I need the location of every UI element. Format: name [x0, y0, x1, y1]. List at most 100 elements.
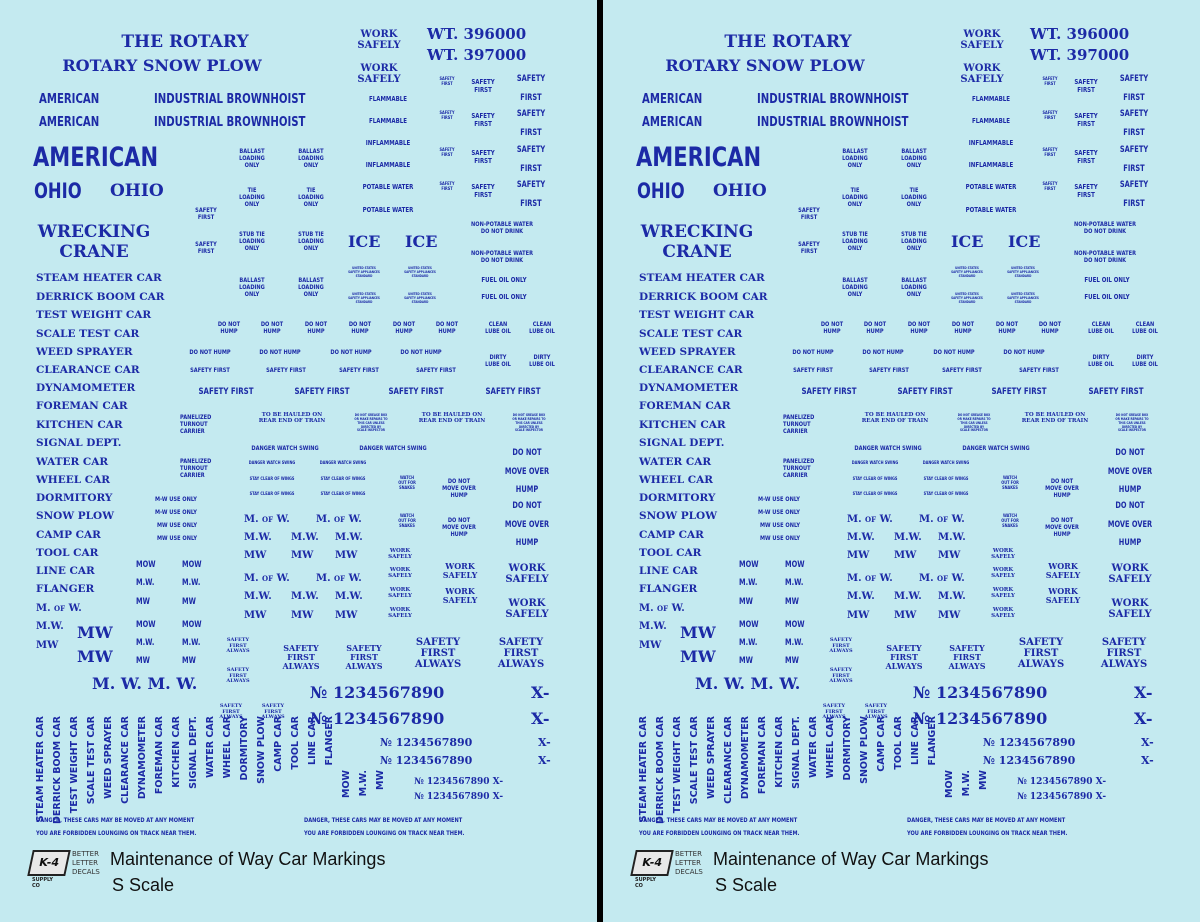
decal-marking: MOW [739, 560, 759, 570]
decal-marking: BALLAST LOADING ONLY [901, 276, 927, 299]
decal-marking: WATCH OUT FOR SNAKES [398, 476, 416, 491]
decal-marking: SAFETY FIRST [516, 145, 546, 174]
decal-marking: MW [639, 640, 662, 651]
decal-marking: DO NOT HUMP [259, 348, 301, 356]
decal-marking: MW [938, 610, 961, 621]
decal-marking: SAFETY FIRST [1119, 145, 1149, 174]
vertical-car-name: TEST WEIGHT CAR [69, 716, 80, 814]
decal-marking: FLANGER [36, 583, 95, 595]
decal-marking: CAMP CAR [36, 529, 101, 541]
decal-marking: MW [244, 610, 267, 621]
decal-marking: TIE LOADING ONLY [298, 186, 324, 209]
decal-marking: M.W. [335, 532, 363, 543]
decal-marking: M.W. [639, 621, 667, 632]
decal-marking: SAFETY FIRST [195, 206, 217, 222]
decal-marking: SAFETY FIRST ALWAYS [829, 637, 853, 654]
decal-marking: BALLAST LOADING ONLY [842, 276, 868, 299]
vertical-car-name: MW [375, 770, 386, 790]
decal-marking: DO NOT HUMP [260, 320, 284, 336]
decal-marking: STAY CLEAR OF WINGS [852, 477, 898, 482]
decal-marking: SCALE TEST CAR [639, 328, 743, 340]
vertical-car-name: DERRICK BOOM CAR [52, 716, 63, 824]
decal-marking: SAFETY FIRST [1074, 149, 1098, 165]
decal-marking: PANELIZED TURNOUT CARRIER [180, 413, 212, 436]
decal-marking: WORK SAFELY [991, 587, 1015, 600]
decal-marking: WORK SAFELY [505, 598, 549, 620]
decal-marking: X- [1141, 736, 1154, 749]
decal-marking: ICE [405, 232, 438, 251]
vertical-car-name: STEAM HEATER CAR [35, 716, 46, 823]
decal-marking: № 1234567890 [913, 683, 1048, 702]
decal-marking: WATER CAR [639, 456, 712, 468]
decal-marking: SAFETY FIRST [190, 366, 230, 374]
decal-marking: DO NOT HUMP [1038, 320, 1062, 336]
decal-marking: MW [136, 656, 150, 666]
decal-marking: STAY CLEAR OF WINGS [923, 477, 969, 482]
decal-marking: SIGNAL DEPT. [36, 437, 122, 449]
decal-marking: FLAMMABLE [369, 95, 407, 103]
decal-marking: WORK SAFELY [1045, 561, 1081, 580]
decal-marking: № 1234567890 [983, 736, 1076, 749]
decal-marking: SAFETY FIRST [485, 387, 541, 397]
vertical-car-name: SCALE TEST CAR [689, 716, 700, 805]
decal-marking: X- [538, 736, 551, 749]
decal-marking: M.W. [938, 591, 966, 602]
decal-marking: DO NOT HUMP [933, 348, 975, 356]
decal-marking: DANGER WATCH SWING [248, 461, 296, 466]
decal-marking: DIRTY LUBE OIL [529, 353, 555, 369]
decal-marking: SAFETY FIRST [798, 206, 820, 222]
decal-marking: M.W. [739, 638, 758, 648]
decal-marking: № 1234567890 [983, 754, 1076, 767]
decal-marking: M.W. [847, 591, 875, 602]
decal-marking: TEST WEIGHT CAR [36, 309, 152, 321]
decal-marking: AMERICAN [642, 92, 703, 107]
decal-marking: MW [244, 550, 267, 561]
decal-marking: MOW [785, 620, 805, 630]
decal-marking: № 1234567890 [310, 709, 445, 728]
decal-marking: DO NOT HUMP [330, 348, 372, 356]
decal-marking: OHIO [637, 179, 685, 203]
decal-marking: INFLAMMABLE [968, 161, 1014, 169]
decal-marking: DORMITORY [36, 492, 113, 504]
decal-marking: SAFETY FIRST [1042, 148, 1058, 158]
decal-marking: WORK SAFELY [991, 567, 1015, 580]
decal-marking: SAFETY FIRST [1042, 182, 1058, 192]
decal-marking: SAFETY FIRST [869, 366, 909, 374]
decal-marking: WORK SAFELY [1045, 586, 1081, 605]
decal-marking: SAFETY FIRST [439, 111, 455, 121]
decal-marking: CRANE [662, 242, 732, 262]
decal-marking: AMERICAN [636, 142, 762, 173]
decal-marking: MW [335, 550, 358, 561]
decal-marking: STAY CLEAR OF WINGS [249, 477, 295, 482]
decal-marking: SAFETY FIRST [942, 366, 982, 374]
decal-marking: WT. 397000 [427, 46, 527, 64]
decal-marking: DANGER WATCH SWING [251, 444, 319, 452]
decal-marking: X- [538, 754, 551, 767]
decal-sheet-right: THE ROTARY ROTARY SNOW PLOW WORK SAFELY WOR… [603, 0, 1200, 922]
decal-marking: SAFETY FIRST [1119, 180, 1149, 209]
decal-marking: MW [847, 550, 870, 561]
decal-marking: № 1234567890 X- [1017, 792, 1107, 802]
decal-marking: INDUSTRIAL BROWNHOIST [757, 115, 909, 130]
decal-marking: BALLAST LOADING ONLY [298, 276, 324, 299]
decal-marking: WORK SAFELY [1108, 598, 1152, 620]
decal-marking: WORK SAFELY [960, 63, 1004, 85]
decal-marking: № 1234567890 X- [1017, 777, 1107, 787]
decal-marking: DORMITORY [639, 492, 716, 504]
decal-marking: DERRICK BOOM CAR [639, 291, 768, 303]
vertical-car-name: WHEEL CAR [825, 716, 836, 779]
decal-marking: SAFETY FIRST [1074, 112, 1098, 128]
decal-marking: INFLAMMABLE [968, 139, 1014, 147]
decal-marking: CLEAN LUBE OIL [1088, 320, 1114, 336]
decal-marking: DYNAMOMETER [639, 382, 739, 394]
decal-marking: TOOL CAR [639, 547, 702, 559]
decal-marking: UNITED STATES SAFETY APPLIANCES STANDARD [951, 266, 983, 278]
decal-marking: WORK SAFELY [991, 607, 1015, 620]
decal-marking: SAFETY FIRST [516, 74, 546, 103]
decal-marking: MW [291, 550, 314, 561]
decal-marking: SAFETY FIRST ALWAYS [1017, 637, 1065, 670]
logo-text: BETTER LETTER DECALS [675, 850, 703, 876]
decal-marking: SAFETY FIRST ALWAYS [829, 667, 853, 684]
vertical-car-name: LINE CAR [307, 716, 318, 765]
decal-marking: THE ROTARY [121, 32, 249, 52]
